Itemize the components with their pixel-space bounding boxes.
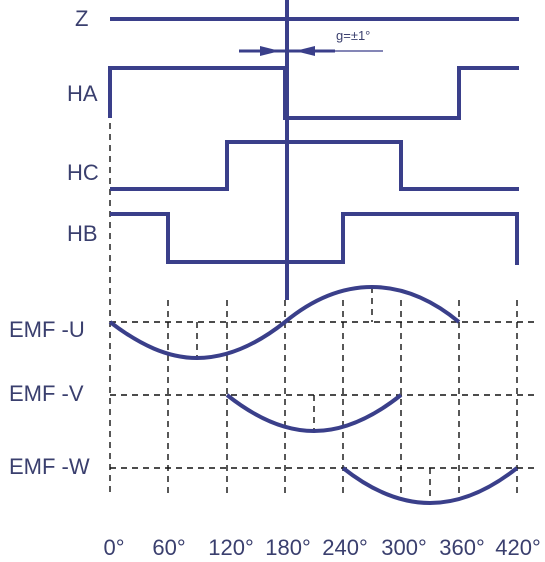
emf-u-wave <box>108 284 461 361</box>
peak-markers <box>196 287 431 503</box>
angle-label-240: 240° <box>322 535 368 560</box>
angle-label-420: 420° <box>495 535 541 560</box>
signal-hb <box>110 212 519 265</box>
label-hb: HB <box>67 221 98 246</box>
arrow-right-icon <box>260 46 280 56</box>
angle-label-180: 180° <box>265 535 311 560</box>
emf-baselines <box>110 321 537 469</box>
angle-label-360: 360° <box>439 535 485 560</box>
signal-hc <box>110 140 519 191</box>
label-ha: HA <box>67 81 98 106</box>
emf-w-wave <box>341 466 519 506</box>
angle-label-0: 0° <box>103 535 124 560</box>
signal-ha <box>108 66 519 120</box>
angle-label-60: 60° <box>152 535 185 560</box>
tolerance-indicator: g=±1° <box>239 28 383 56</box>
emf-v-wave <box>225 393 403 434</box>
label-z: Z <box>75 6 88 31</box>
label-emf-u: EMF -U <box>9 317 85 342</box>
angle-label-300: 300° <box>381 535 427 560</box>
label-hc: HC <box>67 160 99 185</box>
label-emf-w: EMF -W <box>9 454 90 479</box>
vertical-gridlines <box>109 90 518 495</box>
label-emf-v: EMF -V <box>9 381 84 406</box>
angle-label-120: 120° <box>208 535 254 560</box>
angle-axis: 0° 60° 120° 180° 240° 300° 360° 420° <box>103 535 540 560</box>
tolerance-label: g=±1° <box>336 28 370 43</box>
